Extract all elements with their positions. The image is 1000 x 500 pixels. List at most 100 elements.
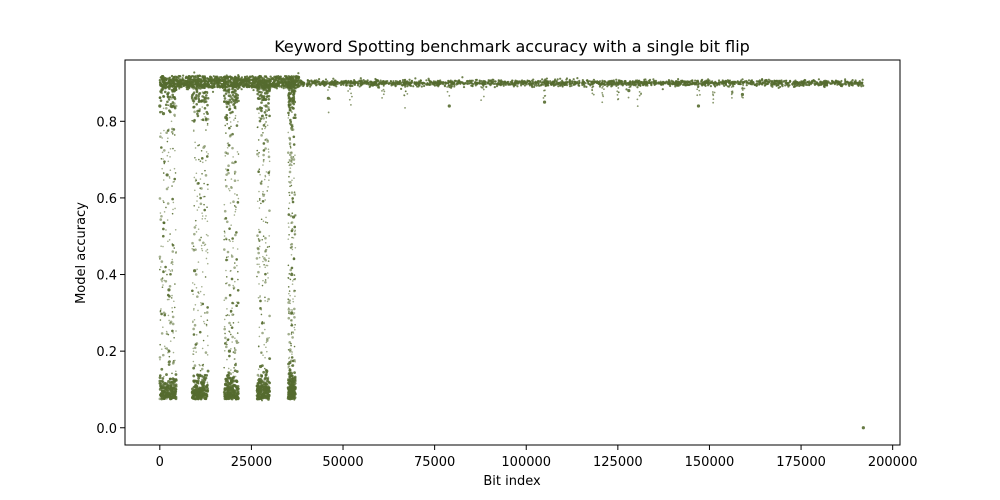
data-point bbox=[342, 80, 345, 83]
data-point bbox=[190, 78, 193, 81]
data-point bbox=[206, 206, 208, 209]
data-point bbox=[378, 82, 381, 86]
data-point bbox=[226, 152, 230, 155]
data-point bbox=[643, 78, 646, 81]
data-point bbox=[158, 83, 162, 87]
data-point bbox=[416, 85, 419, 88]
data-point bbox=[159, 258, 161, 260]
data-point bbox=[196, 268, 198, 271]
data-point bbox=[368, 85, 371, 89]
data-point bbox=[160, 157, 163, 160]
data-point bbox=[206, 112, 209, 116]
data-point bbox=[243, 78, 246, 82]
data-point bbox=[266, 124, 269, 127]
data-point bbox=[263, 104, 265, 107]
data-point bbox=[297, 72, 300, 75]
data-point bbox=[518, 80, 521, 83]
data-point bbox=[268, 245, 271, 248]
data-point bbox=[225, 258, 228, 262]
data-point bbox=[168, 355, 171, 358]
data-point bbox=[409, 84, 413, 88]
data-point bbox=[738, 82, 741, 85]
data-point bbox=[192, 248, 196, 252]
data-point bbox=[164, 386, 168, 390]
data-point bbox=[200, 304, 202, 307]
data-point bbox=[171, 294, 173, 297]
data-point bbox=[263, 322, 266, 325]
data-point bbox=[224, 332, 226, 335]
data-point bbox=[233, 119, 235, 121]
data-point bbox=[169, 378, 172, 381]
data-point bbox=[159, 90, 162, 93]
data-point bbox=[158, 255, 162, 259]
data-point bbox=[167, 363, 171, 366]
data-point bbox=[225, 256, 228, 259]
data-point bbox=[555, 81, 558, 84]
data-point bbox=[191, 390, 194, 393]
data-point bbox=[817, 78, 821, 81]
data-point bbox=[169, 102, 173, 106]
data-point bbox=[420, 85, 423, 88]
data-point bbox=[209, 81, 213, 85]
data-point bbox=[166, 273, 168, 276]
data-point bbox=[165, 373, 168, 376]
data-point bbox=[354, 80, 357, 84]
data-point bbox=[162, 270, 165, 272]
data-point bbox=[260, 308, 263, 311]
data-point bbox=[376, 84, 379, 87]
data-point bbox=[461, 76, 464, 79]
data-point bbox=[168, 239, 171, 241]
data-point bbox=[193, 71, 196, 74]
data-point bbox=[237, 278, 239, 281]
data-point bbox=[160, 348, 163, 350]
data-point bbox=[335, 85, 338, 88]
data-point bbox=[202, 339, 205, 342]
data-point bbox=[203, 322, 206, 325]
data-point bbox=[696, 80, 700, 83]
data-point bbox=[482, 81, 485, 84]
data-point bbox=[260, 352, 263, 354]
data-point bbox=[206, 381, 209, 384]
data-point bbox=[823, 84, 827, 87]
data-point bbox=[680, 81, 683, 84]
data-point bbox=[236, 87, 240, 91]
data-point bbox=[171, 197, 174, 201]
data-point bbox=[230, 255, 234, 258]
data-point bbox=[194, 379, 196, 382]
data-point bbox=[218, 76, 221, 79]
data-point bbox=[232, 156, 234, 158]
data-point bbox=[192, 102, 195, 105]
data-point bbox=[160, 393, 164, 396]
data-point bbox=[721, 81, 725, 84]
data-point bbox=[802, 79, 805, 82]
data-point bbox=[223, 382, 227, 386]
data-point bbox=[258, 97, 262, 100]
data-point bbox=[185, 80, 188, 83]
data-point bbox=[195, 385, 199, 388]
data-point bbox=[226, 308, 228, 310]
data-point bbox=[218, 84, 221, 87]
data-point bbox=[261, 331, 264, 335]
data-point bbox=[234, 75, 237, 79]
data-point bbox=[203, 119, 205, 122]
data-point bbox=[317, 80, 320, 83]
data-point bbox=[301, 81, 304, 84]
data-point bbox=[265, 117, 268, 119]
data-point bbox=[191, 282, 194, 284]
data-point bbox=[261, 321, 264, 323]
data-point bbox=[233, 170, 237, 174]
data-point bbox=[228, 126, 231, 130]
data-point bbox=[288, 311, 290, 313]
data-point bbox=[260, 399, 263, 401]
data-point bbox=[648, 79, 651, 82]
data-point bbox=[193, 226, 197, 229]
data-point bbox=[231, 307, 233, 309]
data-point bbox=[225, 282, 227, 285]
data-point bbox=[257, 251, 260, 255]
data-point bbox=[171, 243, 174, 245]
data-point bbox=[265, 216, 267, 219]
data-point bbox=[195, 87, 198, 90]
data-point bbox=[244, 76, 247, 80]
data-point bbox=[468, 79, 471, 82]
data-point bbox=[822, 81, 825, 84]
